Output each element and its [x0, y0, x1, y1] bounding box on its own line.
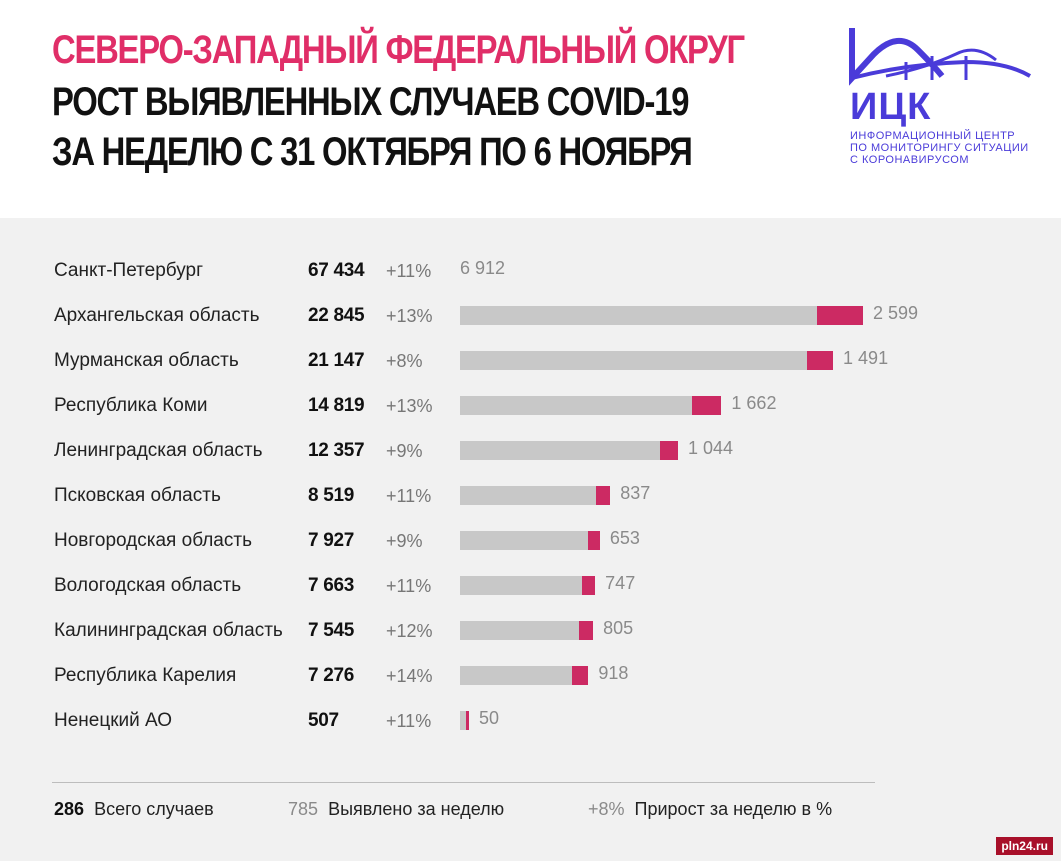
- total-value: 22 845: [308, 305, 365, 326]
- region-label: Республика Коми: [54, 395, 208, 416]
- legend-weekly: 785 Выявлено за неделю: [288, 799, 504, 820]
- legend-growth: +8% Прирост за неделю в %: [588, 799, 832, 820]
- region-label: Новгородская область: [54, 530, 252, 551]
- weekly-value: 2 599: [873, 303, 919, 323]
- total-value: 21 147: [308, 350, 365, 371]
- region-label: Калининградская область: [54, 620, 283, 641]
- bar-weekly: [595, 486, 611, 505]
- weekly-value: 805: [603, 618, 634, 638]
- total-value: 7 663: [308, 575, 355, 596]
- legend-total-label: Всего случаев: [94, 799, 214, 819]
- region-label: Псковская область: [54, 485, 221, 506]
- bar-weekly: [465, 711, 469, 730]
- title-line-2: РОСТ ВЫЯВЛЕННЫХ СЛУЧАЕВ COVID-19: [52, 80, 689, 124]
- growth-percent: +11%: [386, 486, 432, 506]
- growth-percent: +11%: [386, 711, 432, 731]
- total-value: 507: [308, 710, 339, 731]
- weekly-value: 653: [609, 528, 640, 548]
- bar-weekly: [572, 666, 589, 685]
- watermark: pln24.ru: [996, 837, 1053, 855]
- total-value: 12 357: [308, 440, 365, 461]
- legend-growth-label: Прирост за неделю в %: [634, 799, 833, 819]
- growth-percent: +12%: [386, 621, 433, 641]
- logo-caption-line-2: ПО МОНИТОРИНГУ СИТУАЦИИ: [850, 142, 1029, 154]
- growth-percent: +13%: [386, 306, 433, 326]
- header: СЕВЕРО-ЗАПАДНЫЙ ФЕДЕРАЛЬНЫЙ ОКРУГ РОСТ В…: [0, 0, 1061, 218]
- bar-weekly: [806, 351, 834, 370]
- growth-percent: +11%: [386, 261, 432, 281]
- weekly-value: 837: [620, 483, 651, 503]
- growth-percent: +13%: [386, 396, 433, 416]
- growth-percent: +9%: [386, 531, 423, 551]
- bar-total: [460, 396, 722, 415]
- region-label: Архангельская область: [54, 305, 260, 326]
- bar-total: [460, 486, 611, 505]
- title-line-3: ЗА НЕДЕЛЮ С 31 ОКТЯБРЯ ПО 6 НОЯБРЯ: [52, 130, 693, 174]
- legend-growth-sample: +8%: [588, 799, 625, 819]
- bar-total: [460, 306, 863, 325]
- growth-percent: +11%: [386, 576, 432, 596]
- bar-total: [460, 666, 589, 685]
- growth-percent: +9%: [386, 441, 423, 461]
- bar-weekly: [817, 306, 863, 325]
- legend-total: 286 Всего случаев: [54, 799, 214, 820]
- bar-weekly: [659, 441, 678, 460]
- total-value: 8 519: [308, 485, 355, 506]
- logo-caption: ИНФОРМАЦИОННЫЙ ЦЕНТР ПО МОНИТОРИНГУ СИТУ…: [850, 130, 1029, 166]
- weekly-value: 747: [605, 573, 636, 593]
- region-label: Республика Карелия: [54, 665, 237, 686]
- weekly-value: 918: [598, 663, 629, 683]
- bar-total: [460, 441, 678, 460]
- bar-total: [460, 711, 469, 730]
- logo-caption-line-3: С КОРОНАВИРУСОМ: [850, 154, 970, 166]
- weekly-value: 50: [478, 708, 499, 728]
- region-label: Ленинградская область: [54, 440, 263, 461]
- title-line-1: СЕВЕРО-ЗАПАДНЫЙ ФЕДЕРАЛЬНЫЙ ОКРУГ: [52, 28, 745, 72]
- bar-weekly: [692, 396, 722, 415]
- legend-weekly-label: Выявлено за неделю: [328, 799, 505, 819]
- total-value: 14 819: [308, 395, 365, 416]
- total-value: 7 276: [308, 665, 355, 686]
- weekly-value: 1 662: [731, 393, 777, 413]
- bar-total: [460, 621, 594, 640]
- weekly-value: 1 044: [687, 438, 734, 458]
- logo-caption-line-1: ИНФОРМАЦИОННЫЙ ЦЕНТР: [850, 130, 1016, 142]
- logo-icon: [849, 28, 1032, 86]
- total-value: 7 927: [308, 530, 355, 551]
- growth-percent: +8%: [386, 351, 423, 371]
- growth-percent: +14%: [386, 666, 433, 686]
- region-label: Вологодская область: [54, 575, 242, 596]
- region-label: Мурманская область: [54, 350, 239, 371]
- weekly-value: 1 491: [843, 348, 889, 368]
- total-value: 67 434: [308, 260, 365, 281]
- legend-weekly-sample: 785: [288, 799, 319, 819]
- bar-total: [460, 576, 596, 595]
- legend-divider: [52, 782, 875, 783]
- region-label: Ненецкий АО: [54, 710, 173, 731]
- total-value: 7 545: [308, 620, 355, 641]
- region-label: Санкт-Петербург: [54, 260, 204, 281]
- bar-total: [460, 351, 834, 370]
- bar-weekly: [578, 621, 594, 640]
- bar-weekly: [588, 531, 600, 550]
- logo-abbreviation: ИЦК: [850, 86, 932, 128]
- bar-total: [460, 531, 600, 550]
- bar-weekly: [582, 576, 596, 595]
- legend-total-sample: 286: [54, 799, 85, 819]
- weekly-value: 6 912: [460, 258, 506, 278]
